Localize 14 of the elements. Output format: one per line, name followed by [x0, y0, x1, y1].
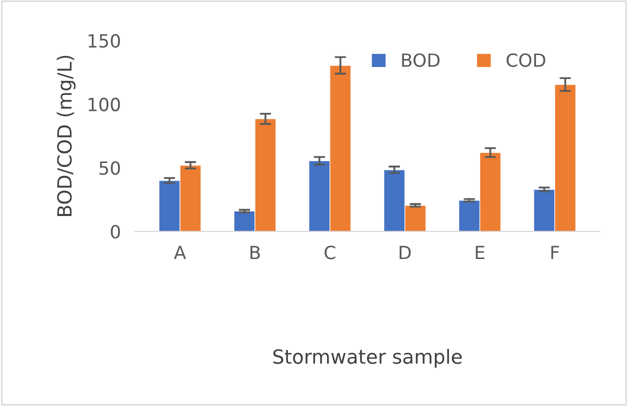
y-axis-title: BOD/COD (mg/L) — [56, 56, 76, 216]
y-tick-label: 50 — [100, 161, 120, 175]
legend-label: COD — [506, 53, 546, 68]
y-tick-label: 0 — [110, 224, 120, 239]
x-tick-label: E — [476, 246, 484, 260]
x-axis-title: Stormwater sample — [273, 348, 462, 368]
x-tick-label: C — [324, 246, 336, 260]
y-tick-label: 150 — [88, 34, 120, 48]
x-tick-label: D — [400, 246, 411, 260]
x-tick-label: F — [551, 246, 559, 260]
x-tick-label: A — [174, 246, 186, 260]
x-tick-label: B — [250, 246, 260, 260]
y-tick-label: 100 — [88, 98, 120, 112]
legend-label: BOD — [402, 53, 440, 68]
